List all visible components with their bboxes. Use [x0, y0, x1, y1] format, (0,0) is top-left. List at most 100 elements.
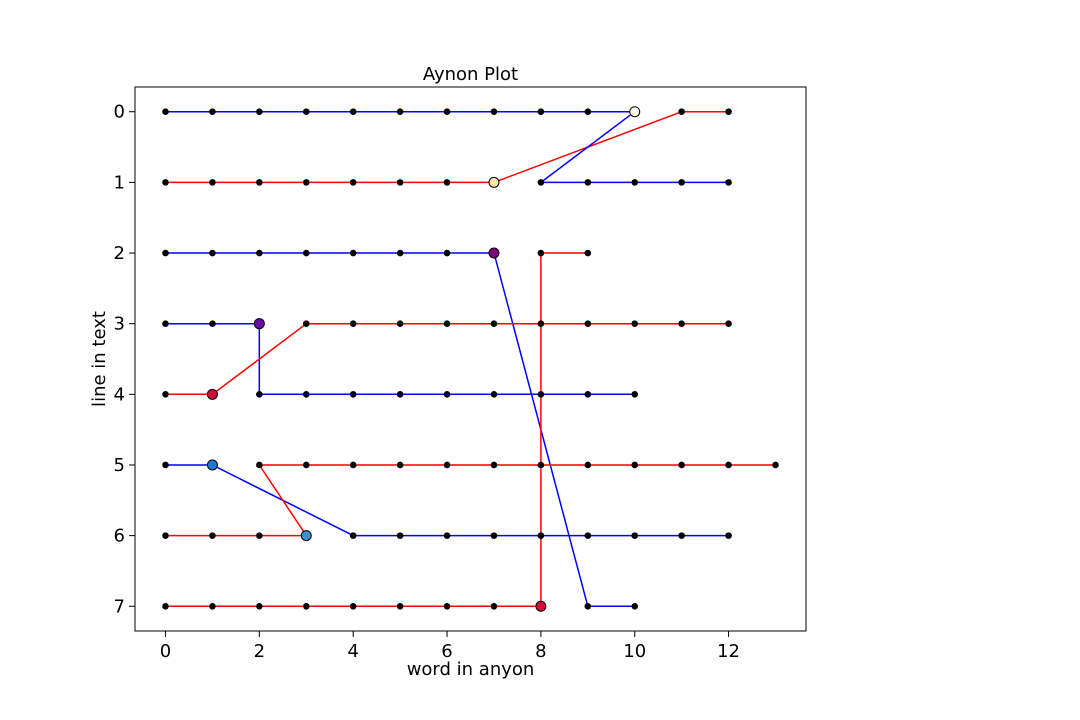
y-tick-label: 7	[114, 596, 125, 617]
series-line-blue-5	[493, 252, 635, 608]
data-point	[256, 461, 263, 469]
data-point	[256, 179, 263, 186]
data-point	[302, 391, 310, 398]
data-point	[537, 461, 545, 469]
data-point	[443, 532, 451, 539]
x-tick-label: 12	[717, 641, 740, 662]
data-point	[256, 249, 263, 257]
data-point	[396, 249, 404, 257]
y-tick-label: 2	[114, 243, 125, 264]
data-point	[209, 108, 216, 116]
data-point	[349, 320, 357, 327]
data-point	[490, 320, 498, 327]
data-point	[678, 320, 685, 327]
data-point	[302, 461, 310, 469]
series-line-red-10	[165, 464, 776, 537]
data-point	[537, 391, 545, 398]
data-point	[302, 179, 310, 186]
data-point	[725, 179, 732, 186]
series-line-red-8	[165, 322, 729, 396]
data-point	[584, 179, 592, 186]
points-layer	[162, 106, 779, 612]
series-line-blue-9	[165, 464, 729, 537]
data-point	[584, 602, 592, 610]
y-axis-label: line in text	[89, 311, 110, 407]
data-point	[349, 179, 357, 186]
data-point	[490, 461, 498, 469]
data-point	[490, 532, 498, 539]
data-point	[490, 602, 498, 610]
data-point	[631, 320, 639, 327]
x-tick-label: 4	[347, 641, 358, 662]
data-point	[678, 461, 685, 469]
data-point	[209, 602, 216, 610]
data-point	[396, 179, 404, 186]
data-point	[725, 108, 732, 116]
data-point	[584, 249, 592, 257]
data-point	[537, 108, 545, 116]
data-point	[349, 108, 357, 116]
data-point	[443, 320, 451, 327]
data-point	[162, 108, 169, 116]
data-point	[490, 391, 498, 398]
data-point	[256, 532, 263, 539]
data-point	[443, 391, 451, 398]
data-point	[584, 320, 592, 327]
x-tick-label: 2	[254, 641, 265, 662]
data-point	[678, 108, 685, 116]
data-point	[302, 320, 310, 327]
data-point	[209, 532, 216, 539]
highlight-point	[206, 388, 218, 400]
data-point	[443, 602, 451, 610]
data-point	[725, 461, 732, 469]
highlight-point	[488, 176, 500, 188]
data-point	[396, 391, 404, 398]
data-point	[209, 249, 216, 257]
y-tick-label: 1	[114, 172, 125, 193]
data-point	[302, 108, 310, 116]
data-point	[537, 320, 545, 327]
x-tick-label: 0	[160, 641, 171, 662]
data-point	[396, 602, 404, 610]
series-line-red-2	[493, 110, 729, 184]
data-point	[584, 391, 592, 398]
y-ticks: 0 1 2 3 4 5 6 7	[114, 102, 135, 617]
data-point	[396, 461, 404, 469]
data-point	[631, 602, 639, 610]
data-point	[396, 108, 404, 116]
data-point	[349, 249, 357, 257]
data-point	[396, 532, 404, 539]
chart-title: Aynon Plot	[423, 64, 518, 85]
series-layer	[165, 110, 776, 608]
data-point	[256, 602, 263, 610]
data-point	[209, 320, 216, 327]
highlight-point	[535, 600, 547, 612]
data-point	[443, 108, 451, 116]
data-point	[162, 179, 169, 186]
data-point	[396, 320, 404, 327]
highlight-point	[253, 318, 265, 330]
highlight-point	[488, 247, 500, 259]
data-point	[537, 532, 545, 539]
plot-frame	[134, 86, 807, 632]
x-tick-label: 10	[623, 641, 646, 662]
data-point	[349, 602, 357, 610]
series-line-blue-7	[165, 322, 635, 396]
data-point	[678, 532, 685, 539]
data-point	[302, 602, 310, 610]
data-point	[537, 249, 545, 257]
data-point	[162, 391, 169, 398]
data-point	[725, 320, 732, 327]
y-tick-label: 5	[114, 455, 125, 476]
data-point	[209, 179, 216, 186]
data-point	[349, 391, 357, 398]
data-point	[256, 108, 263, 116]
data-point	[349, 532, 357, 539]
y-tick-label: 4	[114, 384, 125, 405]
data-point	[725, 532, 732, 539]
data-point	[162, 602, 169, 610]
x-axis-label: word in anyon	[407, 659, 535, 680]
y-tick-label: 3	[114, 314, 125, 335]
data-point	[537, 179, 545, 186]
